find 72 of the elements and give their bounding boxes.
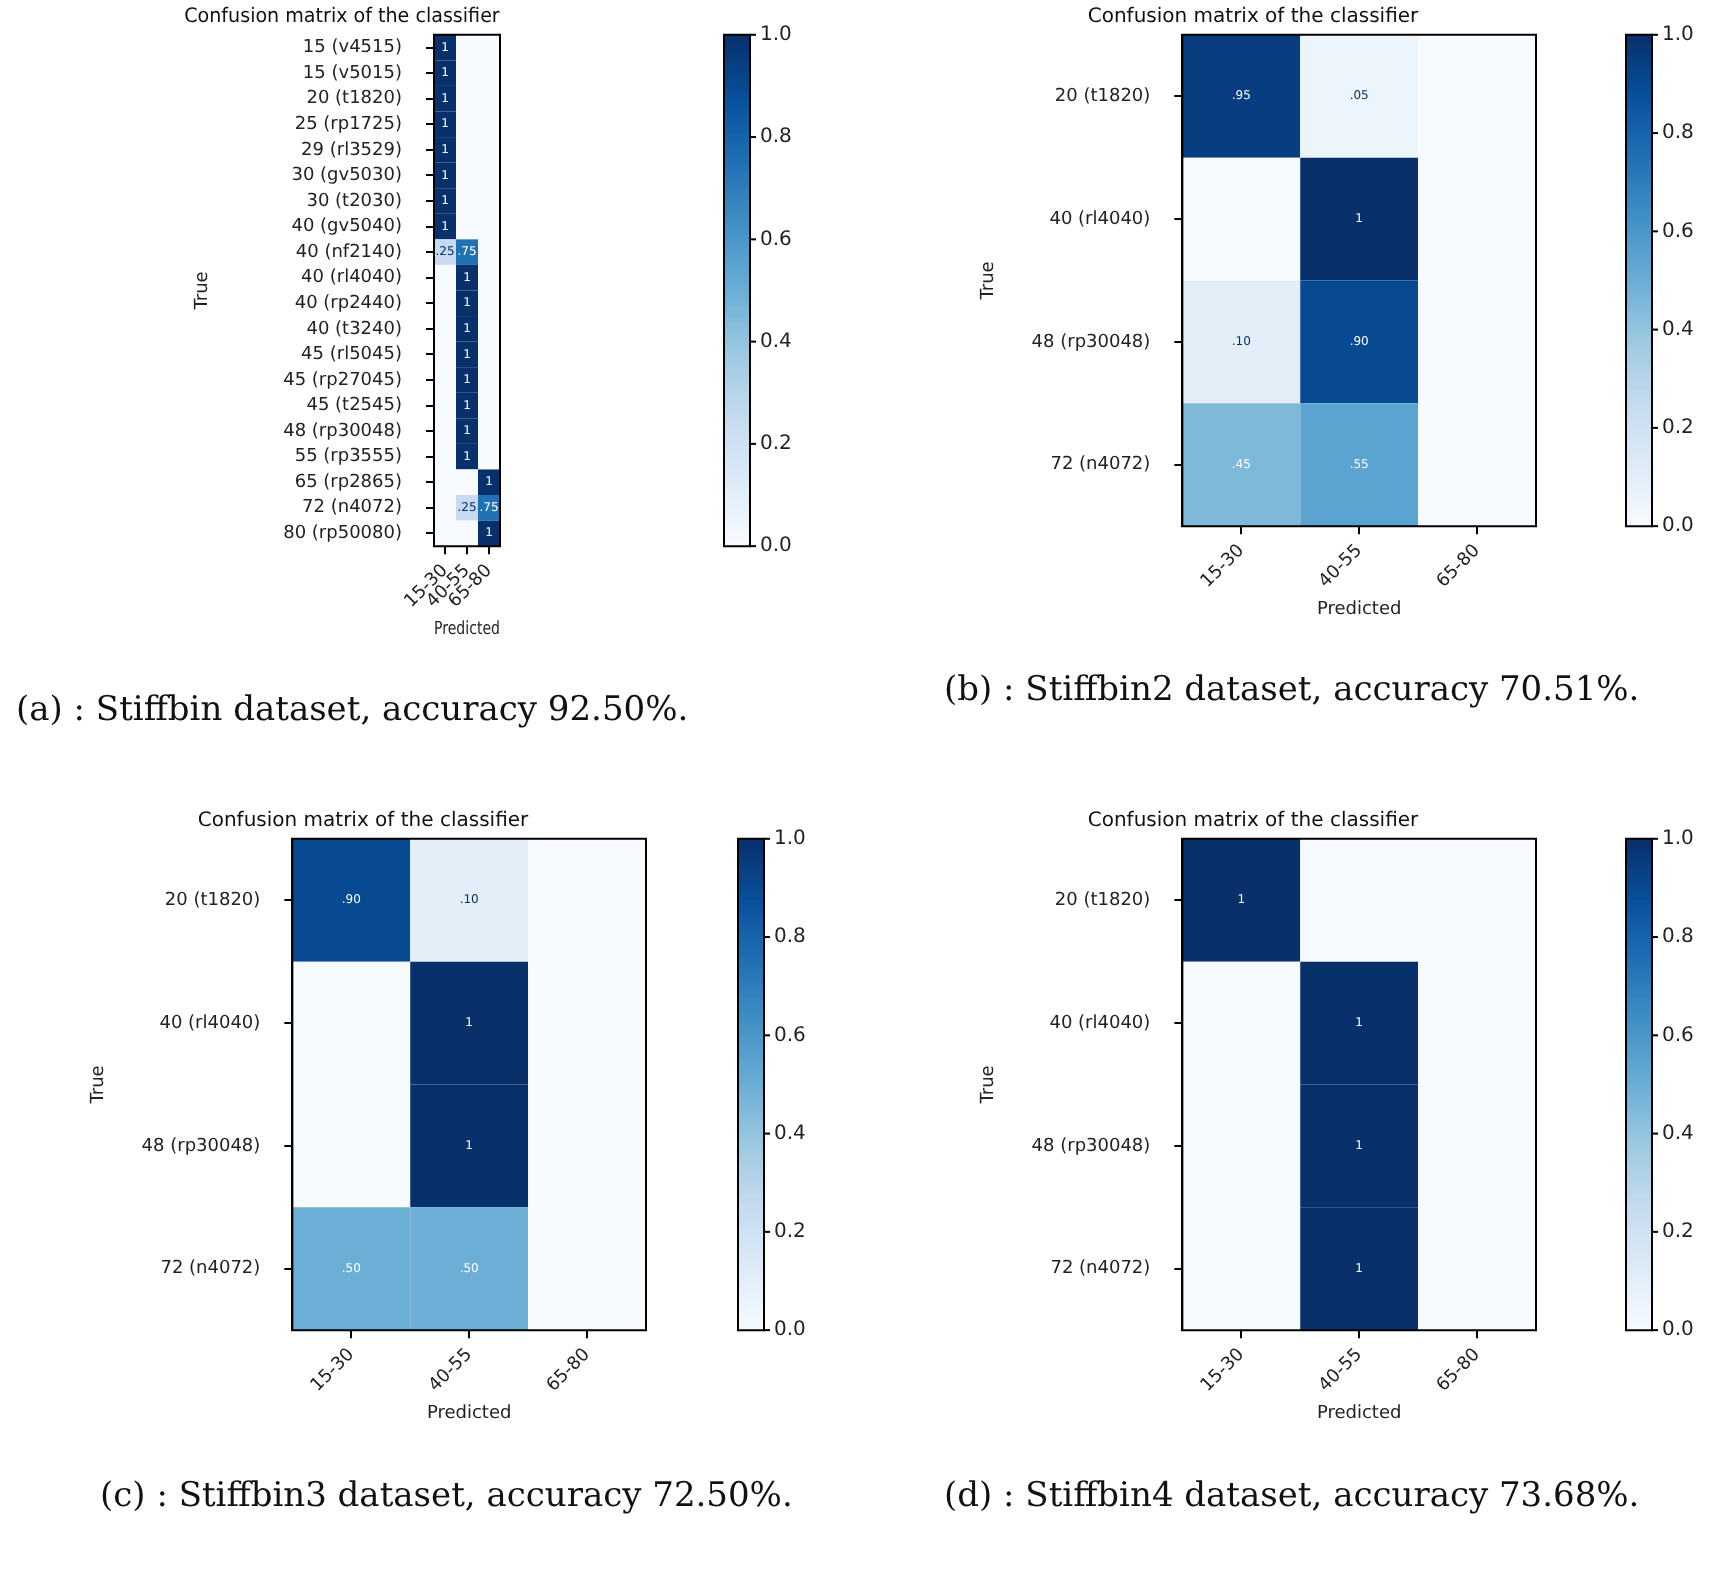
y-tick-label: 40 (t3240) xyxy=(306,319,402,340)
y-tick-label: 45 (t2545) xyxy=(306,396,402,417)
color-bar-label: 1.0 xyxy=(760,23,792,46)
y-tick-label: 40 (gv5040) xyxy=(291,217,402,238)
x-axis-title: Predicted xyxy=(426,1403,512,1424)
color-bar-label: 0.6 xyxy=(1662,220,1694,243)
color-bar-label: 0.4 xyxy=(1662,1122,1694,1145)
color-bar-label: 0.6 xyxy=(1662,1024,1694,1047)
y-axis-title: True xyxy=(979,260,1000,302)
y-tick-label: 40 (rl4040) xyxy=(1049,209,1151,230)
color-bar-label: 0.6 xyxy=(774,1024,806,1047)
color-bar-label: 0.0 xyxy=(1662,1319,1694,1342)
text: (b) : Stiffbin2 dataset, accuracy 70.51%. xyxy=(944,670,1642,710)
text: (a) : Stiffbin dataset, accuracy 92.50%. xyxy=(16,690,691,730)
y-axis-title: True xyxy=(979,1064,1000,1106)
color-bar-label: 0.0 xyxy=(760,535,792,558)
color-bar-label: 0.8 xyxy=(774,926,806,949)
y-axis-title: True xyxy=(89,1064,110,1106)
y-tick-label: 20 (t1820) xyxy=(1054,86,1151,107)
color-bar-label: 0.0 xyxy=(1662,515,1694,538)
y-tick-label: 29 (rl3529) xyxy=(301,140,402,161)
color-bar-label: 0.4 xyxy=(760,330,792,353)
y-tick-label: 40 (rl4040) xyxy=(301,268,402,289)
color-bar-label: 1.0 xyxy=(1662,23,1694,46)
chart-title: Confusion matrix of the classifier xyxy=(1087,5,1421,28)
color-bar-label: 0.4 xyxy=(774,1122,806,1145)
y-tick-label: 72 (n4072) xyxy=(1050,455,1151,476)
y-tick-label: 55 (rp3555) xyxy=(294,447,402,468)
y-tick-label: 15 (v4515) xyxy=(302,38,402,59)
y-tick-label: 45 (rp27045) xyxy=(283,370,402,391)
color-bar-label: 0.8 xyxy=(1662,122,1694,145)
y-tick-label: 40 (rl4040) xyxy=(1049,1013,1151,1034)
y-tick-label: 15 (v5015) xyxy=(302,63,402,84)
x-axis-title: Predicted xyxy=(1316,599,1402,620)
y-tick-label: 30 (gv5030) xyxy=(291,166,402,187)
y-tick-label: 48 (rp30048) xyxy=(283,421,402,442)
x-axis-title: Predicted xyxy=(1316,1403,1402,1424)
color-bar-label: 1.0 xyxy=(1662,827,1694,850)
text: (d) : Stiffbin4 dataset, accuracy 73.68%. xyxy=(944,1476,1642,1516)
color-bar-label: 0.8 xyxy=(1662,926,1694,949)
y-tick-label: 40 (rp2440) xyxy=(294,293,402,314)
chart-title: Confusion matrix of the classifier xyxy=(197,809,531,832)
y-tick-label: 20 (t1820) xyxy=(306,89,402,110)
color-bar-label: 0.8 xyxy=(760,126,792,149)
color-bar-label: 1.0 xyxy=(774,827,806,850)
color-bar-label: 0.2 xyxy=(1662,1221,1694,1244)
y-tick-label: 72 (n4072) xyxy=(1050,1259,1151,1280)
color-bar-label: 0.2 xyxy=(774,1221,806,1244)
color-bar-label: 0.2 xyxy=(1662,417,1694,440)
x-axis-title: Predicted xyxy=(434,618,500,639)
chart-title: Confusion matrix of the classifier xyxy=(184,5,502,29)
chart-title: Confusion matrix of the classifier xyxy=(1087,809,1421,832)
color-bar-label: 0.2 xyxy=(760,433,792,456)
y-tick-label: 65 (rp2865) xyxy=(294,472,402,493)
y-tick-label: 72 (n4072) xyxy=(302,498,402,519)
y-tick-label: 45 (rl5045) xyxy=(301,345,402,366)
y-tick-label: 20 (t1820) xyxy=(1054,890,1151,911)
color-bar-label: 0.4 xyxy=(1662,318,1694,341)
color-bar-label: 0.6 xyxy=(760,228,792,251)
color-bar-label: 0.0 xyxy=(774,1319,806,1342)
y-tick-label: 40 (nf2140) xyxy=(295,242,402,263)
y-tick-label: 40 (rl4040) xyxy=(159,1013,261,1034)
y-tick-label: 80 (rp50080) xyxy=(283,524,402,545)
y-tick-label: 30 (t2030) xyxy=(306,191,402,212)
y-tick-label: 25 (rp1725) xyxy=(294,114,402,135)
text: (c) : Stiffbin3 dataset, accuracy 72.50%. xyxy=(100,1476,795,1516)
y-tick-label: 48 (rp30048) xyxy=(141,1136,261,1157)
y-axis-title: True xyxy=(193,270,214,312)
y-tick-label: 20 (t1820) xyxy=(164,890,261,911)
y-tick-label: 48 (rp30048) xyxy=(1031,1136,1151,1157)
y-tick-label: 48 (rp30048) xyxy=(1031,332,1151,353)
y-tick-label: 72 (n4072) xyxy=(160,1259,261,1280)
